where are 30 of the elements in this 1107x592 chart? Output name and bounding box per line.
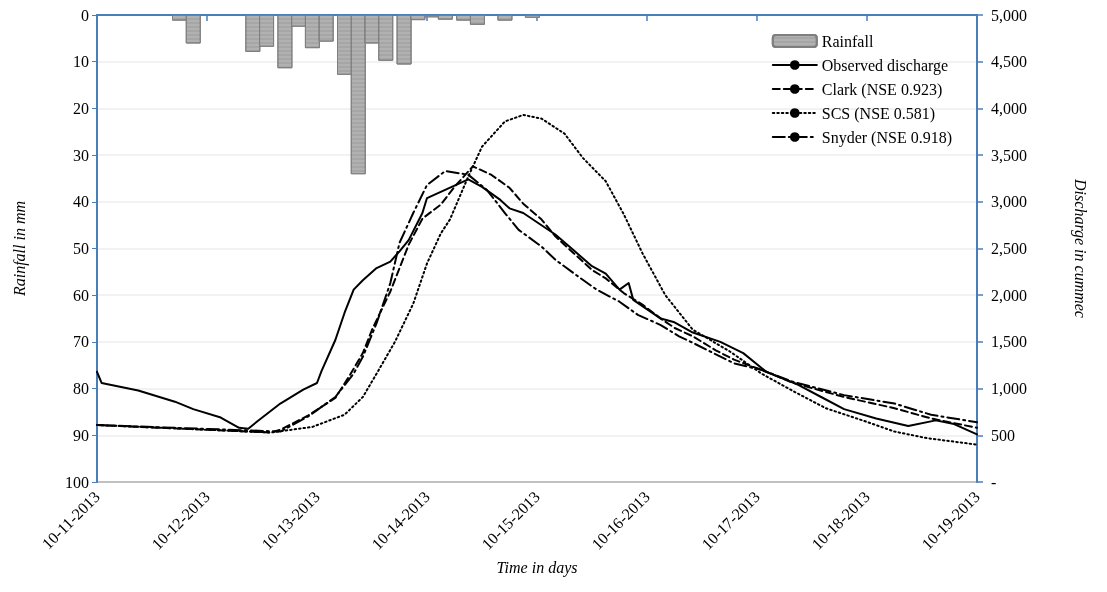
y-tick-label: 0 bbox=[81, 6, 89, 24]
legend-label: Rainfall bbox=[821, 32, 874, 50]
y2-tick-label: 500 bbox=[991, 426, 1015, 444]
y2-tick-label: 5,000 bbox=[991, 6, 1027, 24]
y2-tick-label: 3,000 bbox=[991, 193, 1027, 211]
y2-tick-label: 4,000 bbox=[991, 99, 1027, 117]
y2-tick-label: 1,000 bbox=[991, 380, 1027, 398]
y-tick-label: 70 bbox=[73, 333, 89, 351]
y-tick-label: 90 bbox=[73, 426, 89, 444]
y2-tick-label: 2,500 bbox=[991, 240, 1027, 257]
y2-tick-label: 1,500 bbox=[991, 333, 1027, 351]
y-tick-label: 40 bbox=[73, 193, 89, 211]
y2-tick-label: - bbox=[991, 473, 997, 491]
y2-tick-label: 4,500 bbox=[991, 53, 1027, 71]
y-tick-label: 80 bbox=[73, 380, 89, 398]
y-tick-label: 100 bbox=[65, 473, 89, 491]
legend-label: Snyder (NSE 0.918) bbox=[821, 128, 953, 147]
legend-label: Observed discharge bbox=[821, 56, 949, 75]
y-tick-label: 60 bbox=[73, 286, 89, 304]
x-axis-title: Time in days bbox=[496, 558, 578, 577]
y-tick-label: 30 bbox=[73, 146, 89, 164]
y-axis-title: Rainfall in mm bbox=[10, 200, 29, 298]
y2-axis-title: Discharge in cummec bbox=[1070, 178, 1089, 318]
y2-tick-label: 3,500 bbox=[991, 146, 1027, 164]
y2-tick-label: 2,000 bbox=[991, 286, 1027, 304]
legend-label: Clark (NSE 0.923) bbox=[821, 80, 943, 99]
y-tick-label: 20 bbox=[73, 99, 89, 117]
legend-label: SCS (NSE 0.581) bbox=[821, 104, 936, 123]
y-tick-label: 50 bbox=[73, 240, 89, 257]
y-tick-label: 10 bbox=[73, 53, 89, 71]
